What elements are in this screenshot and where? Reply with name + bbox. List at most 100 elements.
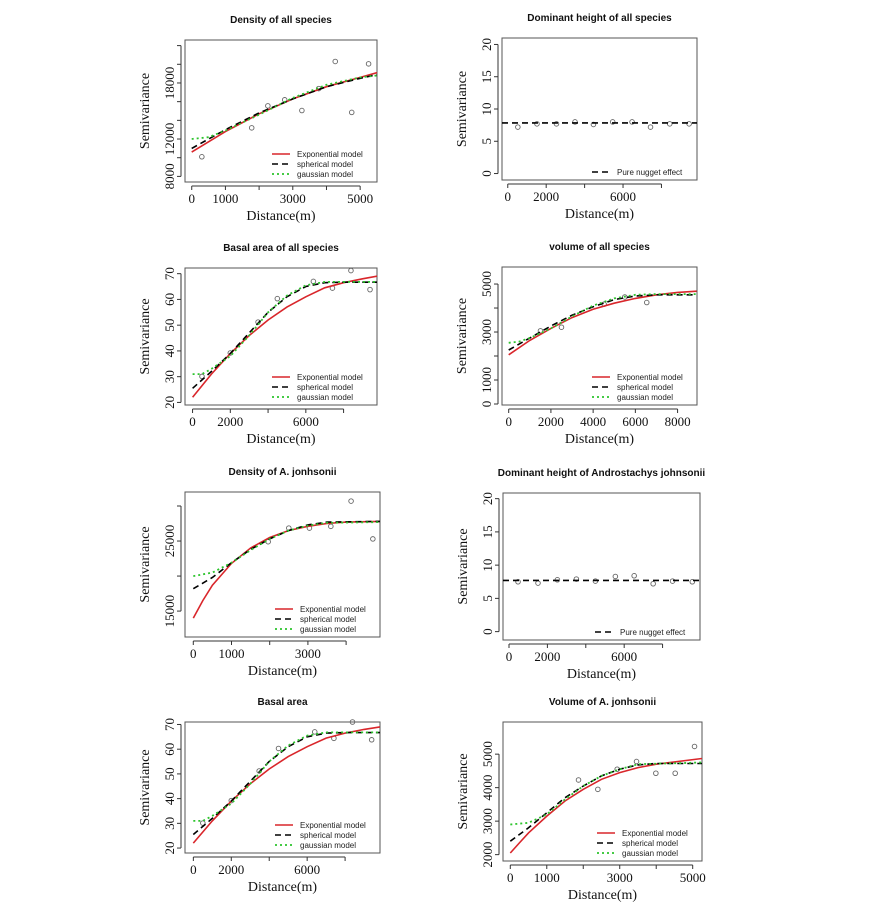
y-tick-label: 15: [479, 70, 494, 83]
model-curve-dotted: [193, 521, 380, 577]
x-tick-label: 0: [188, 191, 195, 206]
data-point: [348, 267, 354, 274]
data-point: [650, 581, 656, 587]
x-tick-label: 5000: [347, 191, 373, 206]
data-point: [644, 299, 650, 306]
y-tick-label: 5: [479, 138, 494, 145]
y-tick-label: 10: [480, 559, 495, 572]
x-tick-label: 3000: [295, 646, 321, 661]
x-axis-label: Distance(m): [568, 888, 638, 903]
y-axis-label: Semivariance: [138, 749, 153, 825]
data-point: [299, 107, 305, 114]
data-point: [311, 729, 318, 735]
panel-2: Basal area of all species 0 2000 6000 Distan…: [138, 243, 378, 447]
data-point: [573, 576, 580, 582]
y-tick-label: 30: [162, 817, 177, 830]
x-tick-label: 1000: [212, 191, 238, 206]
plot-frame: [501, 37, 698, 181]
y-tick-label: 3000: [480, 808, 495, 834]
data-point: [348, 498, 354, 504]
y-tick-label: 12000: [162, 123, 177, 156]
data-point: [691, 743, 698, 750]
data-point: [595, 786, 601, 793]
data-point: [537, 328, 544, 334]
x-tick-label: 5000: [680, 870, 706, 885]
legend-label: Pure nugget effect: [617, 168, 683, 177]
y-tick-label: 3000: [479, 319, 494, 345]
data-point: [256, 768, 262, 774]
data-point: [274, 295, 281, 302]
data-point: [633, 758, 640, 765]
x-tick-label: 2000: [534, 649, 560, 664]
data-point: [653, 770, 659, 776]
y-tick-label: 70: [162, 267, 177, 280]
data-point: [629, 119, 635, 125]
y-tick-label: 15: [480, 525, 495, 538]
panel-title: Volume of A. jonhsonii: [549, 697, 656, 708]
y-tick-label: 70: [162, 718, 177, 731]
x-tick-label: 2000: [533, 189, 559, 204]
y-tick-label: 8000: [162, 163, 177, 189]
x-axis-label: Distance(m): [246, 209, 316, 224]
x-tick-label: 8000: [665, 414, 691, 429]
model-curve-solid: [192, 520, 380, 619]
y-tick-label: 0: [479, 170, 494, 177]
y-tick-label: 15000: [162, 595, 177, 628]
y-axis-label: Semivariance: [455, 71, 470, 147]
y-tick-label: 5: [480, 595, 495, 602]
data-point: [367, 286, 373, 293]
panel-title: Density of A. jonhsonii: [229, 467, 337, 478]
legend-label: gaussian model: [300, 841, 356, 850]
x-tick-label: 0: [505, 189, 512, 204]
legend-label: Exponential model: [297, 373, 363, 382]
panel-1: Dominant height of all species 0 2000 6000 D…: [455, 13, 698, 222]
data-point: [575, 777, 582, 783]
x-tick-label: 3000: [280, 191, 306, 206]
y-tick-label: 50: [162, 767, 177, 780]
plot-frame: [184, 267, 378, 406]
panel-5: Dominant height of Androstachys johnsoni…: [456, 468, 705, 682]
y-tick-label: 5000: [480, 741, 495, 767]
x-tick-label: 6000: [611, 649, 637, 664]
model-curve-dotted: [508, 293, 697, 344]
plot-frame: [501, 266, 698, 406]
x-tick-label: 3000: [607, 870, 633, 885]
data-point: [265, 103, 271, 109]
data-point: [672, 770, 678, 776]
x-axis-label: Distance(m): [565, 207, 635, 222]
data-point: [248, 125, 255, 131]
legend-label: spherical model: [300, 615, 356, 624]
y-tick-label: 18000: [162, 67, 177, 100]
x-tick-label: 0: [505, 414, 512, 429]
plot-frame: [502, 721, 703, 862]
data-point: [370, 536, 376, 542]
data-point: [534, 121, 540, 127]
x-tick-label: 2000: [218, 862, 244, 877]
x-tick-label: 0: [190, 862, 197, 877]
data-point: [558, 324, 565, 330]
y-axis-label: Semivariance: [138, 298, 153, 374]
legend-label: gaussian model: [617, 393, 673, 402]
model-curve-dotted: [191, 74, 377, 140]
y-tick-label: 50: [162, 319, 177, 332]
data-point: [612, 573, 619, 580]
y-tick-label: 5000: [479, 271, 494, 297]
plot-frame: [184, 721, 381, 854]
x-tick-label: 1000: [218, 646, 244, 661]
y-tick-label: 20: [480, 492, 495, 505]
legend-label: Exponential model: [300, 821, 366, 830]
y-tick-label: 0: [480, 628, 495, 635]
legend-label: Pure nugget effect: [620, 628, 686, 637]
panel-title: Density of all species: [230, 15, 332, 26]
x-tick-label: 4000: [580, 414, 606, 429]
y-tick-label: 10: [479, 103, 494, 116]
x-tick-label: 6000: [294, 862, 320, 877]
panel-3: volume of all species 0 2000 4000 6000 8000 Di…: [455, 242, 698, 447]
y-tick-label: 20: [479, 38, 494, 51]
data-point: [647, 124, 654, 130]
data-point: [275, 745, 282, 752]
x-tick-label: 2000: [217, 414, 243, 429]
data-point: [368, 737, 375, 743]
panel-title: volume of all species: [549, 242, 650, 253]
